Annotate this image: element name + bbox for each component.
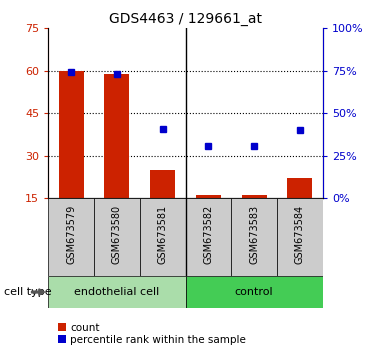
FancyBboxPatch shape bbox=[140, 198, 186, 276]
Text: GSM673579: GSM673579 bbox=[66, 205, 76, 264]
Title: GDS4463 / 129661_at: GDS4463 / 129661_at bbox=[109, 12, 262, 26]
Text: GSM673580: GSM673580 bbox=[112, 205, 122, 264]
Legend: count, percentile rank within the sample: count, percentile rank within the sample bbox=[53, 318, 250, 349]
Text: GSM673582: GSM673582 bbox=[203, 205, 213, 264]
Bar bbox=[150, 170, 175, 198]
FancyBboxPatch shape bbox=[186, 198, 231, 276]
FancyBboxPatch shape bbox=[186, 276, 323, 308]
Bar bbox=[104, 74, 129, 198]
FancyBboxPatch shape bbox=[277, 198, 323, 276]
Bar bbox=[242, 195, 267, 198]
Bar bbox=[59, 71, 84, 198]
Text: cell type: cell type bbox=[4, 287, 51, 297]
Text: GSM673581: GSM673581 bbox=[158, 205, 168, 264]
FancyBboxPatch shape bbox=[94, 198, 140, 276]
Text: control: control bbox=[235, 287, 273, 297]
FancyBboxPatch shape bbox=[48, 276, 186, 308]
FancyBboxPatch shape bbox=[231, 198, 277, 276]
Text: GSM673583: GSM673583 bbox=[249, 205, 259, 264]
FancyBboxPatch shape bbox=[48, 198, 94, 276]
Bar bbox=[287, 178, 312, 198]
Text: endothelial cell: endothelial cell bbox=[74, 287, 160, 297]
Bar bbox=[196, 195, 221, 198]
Text: GSM673584: GSM673584 bbox=[295, 205, 305, 264]
